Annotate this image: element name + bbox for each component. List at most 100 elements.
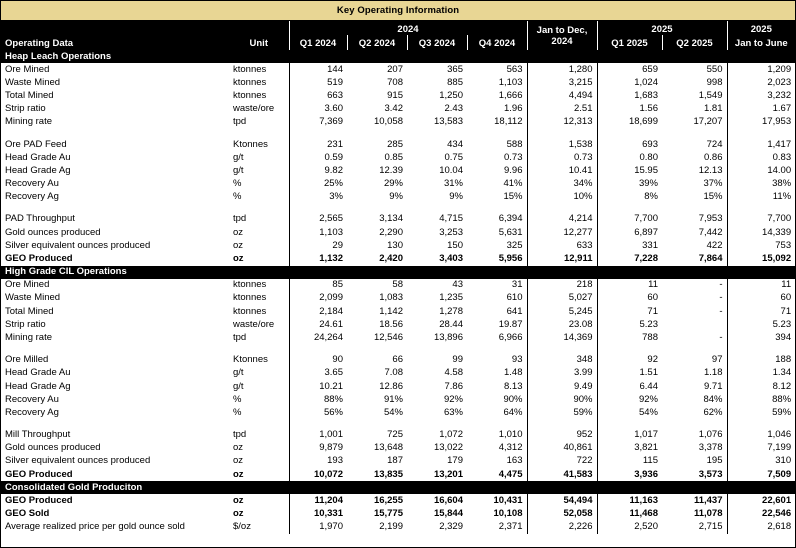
row-value: 2,226 — [526, 520, 597, 534]
row-value: 10,331 — [288, 507, 347, 521]
row-value: 6,897 — [596, 226, 662, 240]
row-value: 1,076 — [698, 429, 723, 441]
row-label: Total Mined — [5, 89, 54, 101]
row-value: 56% — [288, 406, 347, 420]
row-value: 708 — [387, 76, 403, 88]
row-value: 394 — [726, 331, 796, 345]
row-value: 3,215 — [526, 76, 597, 90]
row-value: 218 — [526, 278, 597, 292]
row-value: 90% — [503, 393, 523, 405]
spacer-cell — [526, 344, 597, 354]
row-value: 15,775 — [373, 508, 403, 520]
banner-row: Key Operating Information — [1, 1, 796, 21]
row-value: 3,821 — [596, 441, 662, 455]
row-value: 7.86 — [444, 380, 464, 392]
row-value: 11,437 — [693, 494, 723, 506]
header-spacer-left — [1, 20, 229, 35]
row-value: 4,494 — [526, 89, 597, 103]
row-value: 9,879 — [288, 441, 347, 455]
row-value: 22,546 — [726, 507, 796, 521]
row-value: 331 — [596, 239, 662, 253]
row-value: 8.12 — [726, 379, 796, 394]
row-value: 519 — [288, 76, 347, 90]
row-value: - — [719, 331, 723, 343]
spacer-cell — [726, 203, 796, 213]
row-value: 12,313 — [526, 115, 597, 129]
spacer-cell — [347, 129, 407, 138]
row-value: - — [719, 279, 723, 291]
row-value: 163 — [506, 455, 523, 467]
row-value: 3% — [288, 190, 347, 204]
spacer-cell — [662, 420, 727, 429]
row-value: 11 — [726, 278, 796, 292]
header-group-2025-ytd: 2025 — [726, 20, 796, 35]
row-value: 2,420 — [379, 253, 403, 265]
table-row: Recovery Ag% 56% 54% 63% 64% 59% 54% 62% 59% — [1, 406, 796, 420]
row-value: - — [719, 292, 723, 304]
row-value: 1,010 — [498, 429, 523, 441]
row-label: Waste Mined — [5, 292, 61, 304]
row-value — [662, 318, 727, 331]
row-unit: oz — [233, 253, 244, 265]
row-value: 60 — [726, 291, 796, 305]
section-band-label: Consolidated Gold Produciton — [1, 481, 796, 495]
section-band-label: High Grade CIL Operations — [1, 265, 796, 279]
table-row: Ore Milled Ktonnes 90 66 99 93 348 92 97 188 — [1, 353, 796, 367]
row-value: 5,027 — [526, 291, 597, 305]
row-unit: ktonnes — [233, 279, 267, 291]
spacer-cell — [347, 204, 407, 213]
row-value: 144 — [288, 63, 347, 77]
row-value: 0.59 — [288, 151, 347, 165]
row-value: 9% — [389, 191, 403, 203]
row-value: 2,520 — [596, 520, 662, 534]
row-unit: g/t — [233, 164, 244, 176]
row-label: Ore Milled — [5, 354, 49, 366]
table-row: GEO Sold oz 10,331 15,775 15,844 10,108 52,058… — [1, 507, 796, 521]
row-value: 7,228 — [596, 252, 662, 266]
spacer-cell — [526, 419, 597, 429]
row-unit: ktonnes — [233, 63, 267, 75]
row-value: 12.13 — [698, 164, 723, 176]
row-value: 1.34 — [726, 366, 796, 380]
spacer-cell — [526, 128, 597, 138]
header-q3-2024: Q3 2024 — [406, 35, 467, 50]
row-value: 97 — [711, 354, 723, 366]
row-value: 2,715 — [698, 521, 723, 533]
row-value: 563 — [506, 63, 523, 75]
table-row: Head Grade Au g/t 3.65 7.08 4.58 1.48 3.99 1.51… — [1, 366, 796, 380]
row-value: 10.04 — [439, 164, 463, 176]
row-value: 1,683 — [596, 89, 662, 103]
spacer-cell — [407, 129, 467, 138]
row-unit: oz — [233, 508, 244, 520]
row-value: 16,255 — [373, 494, 403, 506]
row-unit: % — [233, 406, 242, 418]
row-unit: oz — [233, 442, 244, 454]
row-value: 9.71 — [704, 380, 723, 392]
row-value: 365 — [447, 63, 463, 75]
spacer-cell — [596, 203, 662, 213]
row-value: 5,631 — [498, 226, 523, 238]
spacer-cell — [467, 129, 527, 138]
row-value: 1.51 — [596, 366, 662, 380]
spacer-cell — [596, 128, 662, 138]
row-value: 60 — [596, 291, 662, 305]
row-label: Mining rate — [5, 331, 52, 343]
row-value: 1,024 — [596, 76, 662, 90]
row-value: 1,017 — [596, 428, 662, 442]
row-value: 58 — [392, 279, 403, 291]
spacer-cell — [526, 203, 597, 213]
row-value: 9.49 — [526, 379, 597, 394]
row-value: 9% — [449, 191, 463, 203]
table-row: Head Grade Ag g/t 10.21 12.86 7.86 8.13 9.49 6.… — [1, 379, 796, 394]
header-jan-to-june: Jan to June — [726, 35, 796, 50]
row-value: 1,278 — [439, 305, 463, 317]
row-label: Total Mined — [5, 305, 54, 317]
header-operating-data: Operating Data — [1, 35, 229, 50]
row-value: 1.48 — [504, 367, 523, 379]
row-label: Mining rate — [5, 116, 52, 128]
spacer-cell — [662, 345, 727, 354]
row-value: 10,072 — [288, 468, 347, 482]
table-header-group: Key Operating Information 2024 Jan to De… — [1, 1, 796, 50]
spacer-cell — [467, 204, 527, 213]
